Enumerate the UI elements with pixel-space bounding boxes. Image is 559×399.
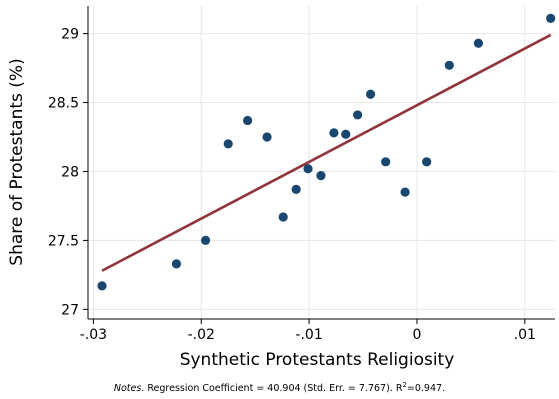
scatter-point [303, 164, 313, 174]
y-tick-label: 27 [61, 302, 79, 318]
scatter-point [291, 184, 301, 194]
notes-text: . Regression Coefficient = 40.904 (Std. … [141, 383, 403, 395]
notes-superscript: 2 [402, 381, 407, 389]
scatter-point [200, 235, 211, 246]
x-tick-label: -.03 [80, 327, 107, 343]
notes-label: Notes [113, 383, 142, 395]
scatter-point [97, 281, 107, 291]
grid-layer [88, 6, 555, 319]
x-tick-label: -.02 [188, 327, 215, 343]
x-axis-title: Synthetic Protestants Religiosity [180, 350, 455, 370]
fit-line [101, 33, 552, 272]
scatter-point [444, 60, 454, 70]
y-tick-label: 27.5 [48, 233, 79, 249]
scatter-point [353, 110, 363, 120]
scatter-point [171, 259, 182, 269]
notes-tail: =0.947. [406, 383, 446, 395]
y-axis-title: Share of Protestants (%) [7, 58, 27, 265]
scatter-point [223, 139, 233, 149]
scatter-point [473, 38, 484, 48]
scatter-point [278, 212, 288, 222]
y-tick-label: 29 [61, 27, 79, 43]
scatter-point [329, 128, 339, 138]
point-layer [97, 13, 556, 291]
scatter-point [262, 132, 272, 142]
scatter-point [546, 13, 556, 24]
fit-layer [101, 33, 552, 272]
y-tick-label: 28 [61, 164, 79, 180]
x-tick-label: .01 [514, 327, 536, 343]
scatter-point [316, 170, 326, 181]
scatter-point [381, 157, 391, 167]
scatter-point [400, 187, 410, 197]
notes-line: Notes. Regression Coefficient = 40.904 (… [0, 381, 559, 394]
scatter-point [341, 129, 351, 139]
scatter-point [243, 115, 253, 126]
scatter-point [365, 89, 376, 99]
x-tick-label: -.01 [295, 327, 322, 343]
x-tick-label: 0 [412, 327, 421, 343]
scatter-point [422, 157, 432, 167]
axis-layer: 27 27.5 28 28.5 29 -.03 -.02 -.01 0 .01 [48, 6, 555, 343]
y-tick-label: 28.5 [48, 96, 79, 112]
